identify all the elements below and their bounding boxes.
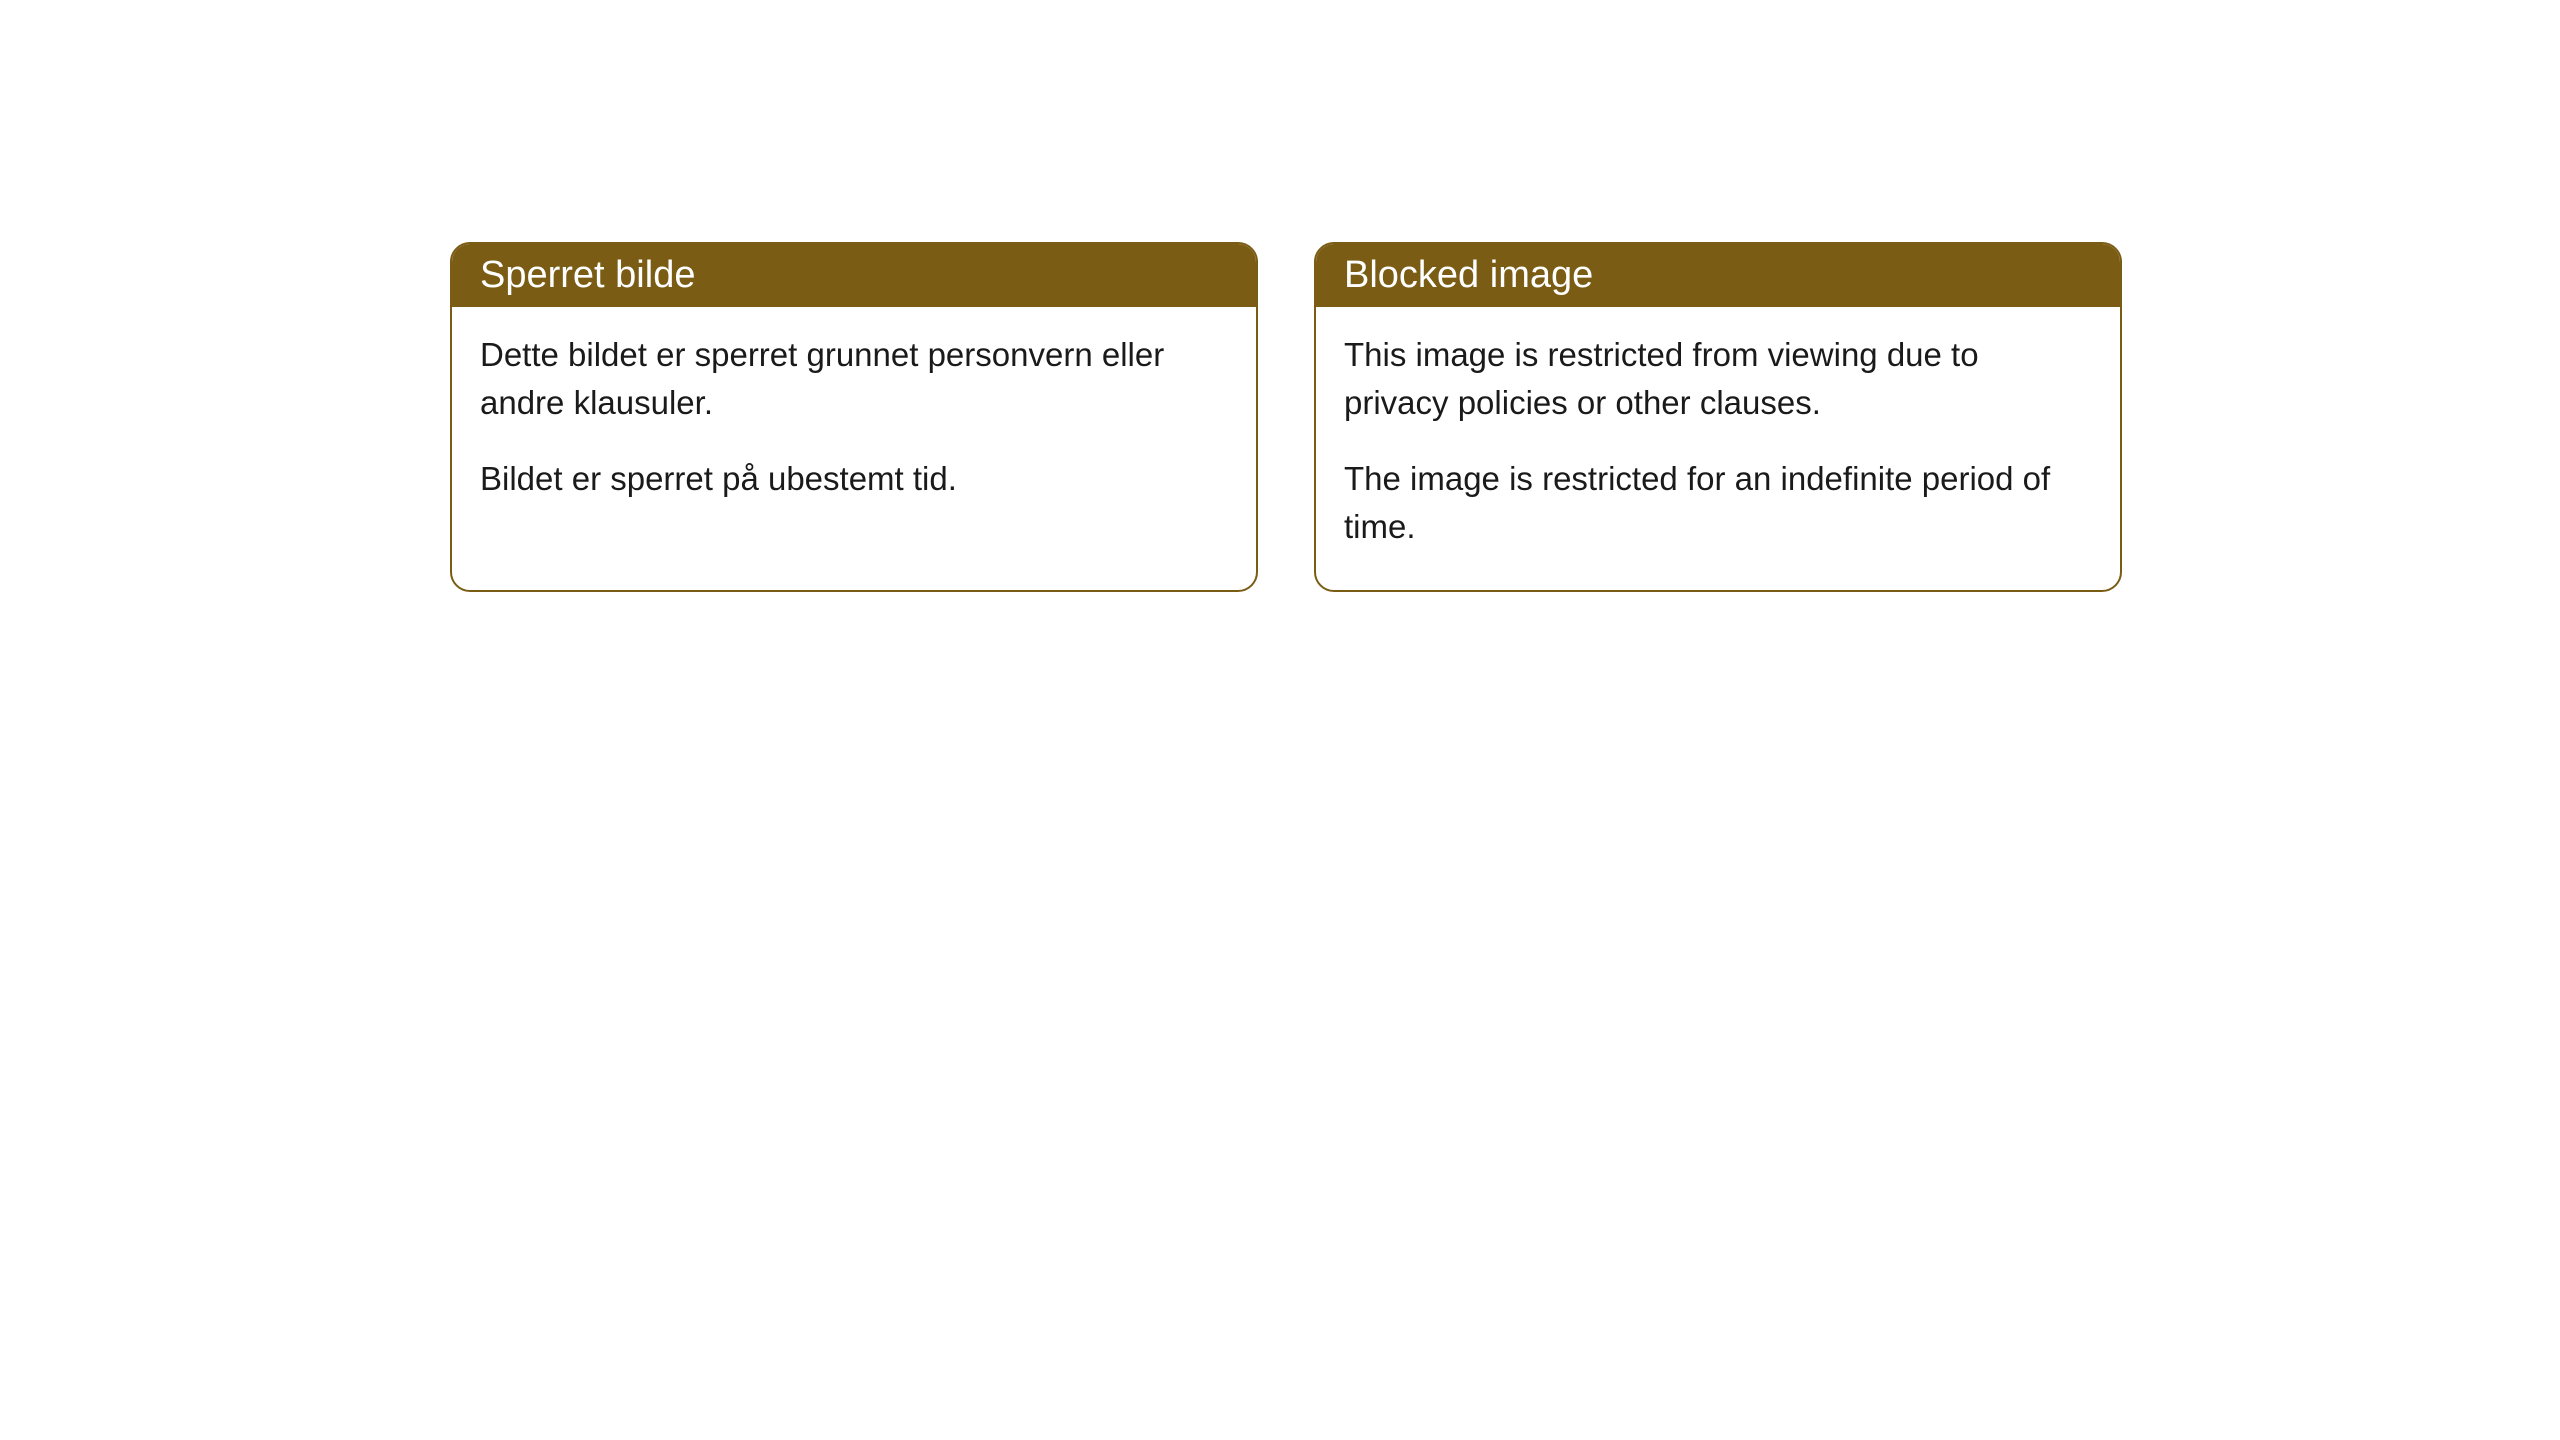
card-title: Blocked image xyxy=(1344,254,1593,296)
card-title: Sperret bilde xyxy=(480,254,695,296)
blocked-image-card-norwegian: Sperret bilde Dette bildet er sperret gr… xyxy=(450,242,1258,592)
blocked-image-card-english: Blocked image This image is restricted f… xyxy=(1314,242,2122,592)
card-header-norwegian: Sperret bilde xyxy=(452,244,1256,307)
card-paragraph-2: Bildet er sperret på ubestemt tid. xyxy=(480,455,1228,503)
notice-cards-container: Sperret bilde Dette bildet er sperret gr… xyxy=(450,242,2122,592)
card-body-english: This image is restricted from viewing du… xyxy=(1316,307,2120,590)
card-body-norwegian: Dette bildet er sperret grunnet personve… xyxy=(452,307,1256,543)
card-paragraph-1: This image is restricted from viewing du… xyxy=(1344,331,2092,427)
card-paragraph-1: Dette bildet er sperret grunnet personve… xyxy=(480,331,1228,427)
card-header-english: Blocked image xyxy=(1316,244,2120,307)
card-paragraph-2: The image is restricted for an indefinit… xyxy=(1344,455,2092,551)
